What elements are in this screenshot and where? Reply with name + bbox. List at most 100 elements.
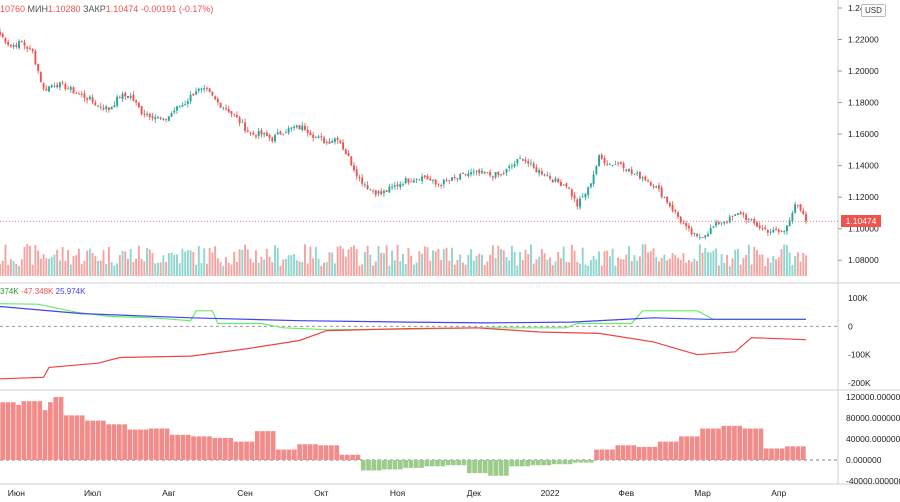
volume-bar xyxy=(347,249,350,276)
histogram-bar xyxy=(721,425,727,460)
histogram-bar xyxy=(53,397,59,460)
volume-bar xyxy=(633,255,636,276)
volume-bar xyxy=(151,252,154,276)
candle-body xyxy=(99,106,102,108)
low-value: 1.10280 xyxy=(48,4,81,14)
volume-bar xyxy=(372,265,375,276)
volume-bar xyxy=(805,255,807,276)
volume-bar xyxy=(600,265,603,276)
volume-bar xyxy=(382,253,385,276)
histogram-tick-label: 80000.000000 xyxy=(846,413,900,423)
volume-bar xyxy=(777,257,780,276)
candle-body xyxy=(410,181,413,183)
volume-bar xyxy=(192,251,195,276)
candle-body xyxy=(764,227,767,230)
candle-body xyxy=(382,190,385,194)
volume-bar xyxy=(592,256,595,276)
candle-body xyxy=(551,179,554,183)
volume-bar xyxy=(18,265,21,276)
candle-body xyxy=(791,212,794,222)
time-axis-label: Сен xyxy=(237,488,253,498)
volume-bar xyxy=(568,262,571,276)
histogram-bar xyxy=(530,460,536,466)
candle-body xyxy=(491,176,494,178)
histogram-bar xyxy=(657,441,663,460)
candle-body xyxy=(652,185,655,187)
candle-body xyxy=(246,130,249,132)
histogram-bar xyxy=(546,460,552,466)
volume-bar xyxy=(132,262,135,276)
candle-body xyxy=(369,189,372,191)
histogram-bar xyxy=(403,460,409,468)
volume-bar xyxy=(184,251,187,276)
candle-body xyxy=(156,117,159,119)
volume-bar xyxy=(255,250,257,276)
indicator-tick-label: -100K xyxy=(848,350,871,360)
candle-body xyxy=(603,158,606,164)
candle-body xyxy=(415,179,418,180)
volume-bar xyxy=(530,244,532,276)
volume-bar xyxy=(205,263,208,276)
candle-body xyxy=(28,47,31,49)
candle-body xyxy=(80,94,83,95)
volume-bar xyxy=(363,252,366,276)
histogram-bar xyxy=(10,402,16,460)
volume-bar xyxy=(649,251,652,276)
histogram-bar xyxy=(196,436,202,460)
candle-body xyxy=(785,225,788,232)
volume-bar xyxy=(576,261,579,276)
currency-badge[interactable]: USD xyxy=(861,4,886,17)
candle-body xyxy=(230,111,233,114)
histogram-bar xyxy=(461,460,467,466)
volume-bar xyxy=(377,246,380,276)
volume-bar xyxy=(195,264,198,276)
volume-bar xyxy=(641,244,644,276)
candle-body xyxy=(472,171,475,173)
candle-body xyxy=(756,222,758,227)
volume-bar xyxy=(456,259,459,276)
volume-bar xyxy=(421,253,424,276)
histogram-bar xyxy=(636,446,642,460)
histogram-bar xyxy=(710,428,716,460)
candle-body xyxy=(116,96,119,106)
volume-bar xyxy=(83,260,86,276)
open-value: 10760 xyxy=(0,4,26,14)
candle-body xyxy=(549,176,551,179)
candle-body xyxy=(777,229,780,232)
histogram-bar xyxy=(557,460,562,465)
candle-body xyxy=(451,177,453,181)
candle-body xyxy=(110,106,113,110)
volume-bar xyxy=(116,263,119,276)
candle-body xyxy=(693,232,696,235)
candle-body xyxy=(1,33,4,38)
candle-body xyxy=(143,113,146,115)
volume-bar xyxy=(549,257,551,276)
candle-body xyxy=(562,184,565,186)
volume-bar xyxy=(323,262,325,276)
candle-body xyxy=(783,231,786,232)
histogram-bar xyxy=(504,460,509,476)
histogram-bar xyxy=(689,436,695,460)
candle-body xyxy=(742,213,745,215)
candle-body xyxy=(132,94,135,101)
histogram-bar xyxy=(440,460,446,467)
candle-body xyxy=(584,193,587,198)
volume-bar xyxy=(298,261,301,276)
volume-bar xyxy=(58,260,61,276)
histogram-bar xyxy=(588,460,594,463)
volume-bar xyxy=(611,248,614,276)
candle-body xyxy=(282,133,285,135)
candle-body xyxy=(690,228,693,235)
volume-bar xyxy=(31,264,34,276)
volume-bar xyxy=(508,260,511,276)
candle-body xyxy=(489,172,492,176)
volume-bar xyxy=(717,265,720,276)
candle-body xyxy=(780,231,783,232)
volume-bar xyxy=(647,252,650,276)
volume-bar xyxy=(284,259,287,276)
candle-body xyxy=(723,221,726,224)
time-axis-label: Ноя xyxy=(390,488,406,498)
candle-body xyxy=(186,101,189,104)
volume-bar xyxy=(385,245,388,276)
